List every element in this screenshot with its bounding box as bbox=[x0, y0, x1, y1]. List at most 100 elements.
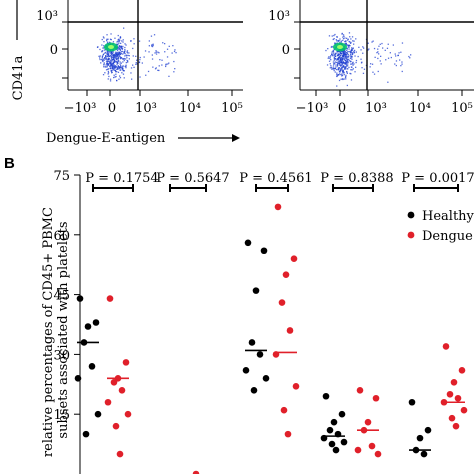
flow-event-dot bbox=[122, 58, 124, 60]
flow-event-dot bbox=[332, 65, 335, 67]
flow-event-dot bbox=[338, 73, 341, 75]
flow-event-dot bbox=[174, 49, 176, 51]
flow-event-dot bbox=[135, 55, 137, 57]
flow-event-dot bbox=[155, 50, 157, 52]
flow-event-dot bbox=[343, 78, 345, 80]
flow-event-dot bbox=[103, 63, 105, 65]
flow-event-dot bbox=[342, 70, 344, 72]
flow-event-dot bbox=[341, 64, 343, 66]
flow-event-dot bbox=[151, 45, 153, 47]
flow-event-dot bbox=[116, 71, 118, 73]
flow-event-dot bbox=[346, 84, 348, 87]
flow-event-dot bbox=[380, 63, 382, 65]
flow-event-dot bbox=[337, 74, 340, 76]
flow-event-dot bbox=[112, 61, 114, 63]
flow-event-dot bbox=[341, 54, 343, 56]
flow-event-dot bbox=[114, 60, 116, 62]
flow-event-dot bbox=[107, 56, 109, 58]
flow-event-dot bbox=[107, 78, 109, 80]
healthy-point bbox=[88, 363, 96, 370]
flow-event-dot bbox=[337, 50, 339, 52]
flow-event-dot bbox=[339, 70, 341, 72]
flow-event-dot bbox=[344, 49, 346, 52]
flow-event-dot bbox=[107, 63, 109, 65]
flow-event-dot bbox=[332, 50, 334, 52]
flow-event-dot bbox=[119, 77, 122, 79]
flow-event-dot bbox=[154, 68, 157, 70]
flow-dot-cloud bbox=[96, 27, 412, 87]
flow-event-dot bbox=[117, 43, 119, 45]
flow-event-dot bbox=[109, 60, 111, 62]
flow-event-dot bbox=[346, 58, 348, 60]
flow-event-dot bbox=[336, 40, 338, 42]
flow-event-dot bbox=[120, 67, 123, 69]
flow-event-dot bbox=[162, 42, 164, 44]
flow-event-dot bbox=[118, 55, 120, 58]
flow-event-dot bbox=[109, 78, 112, 80]
flow-event-dot bbox=[110, 58, 113, 60]
healthy-point bbox=[84, 323, 92, 330]
flow-event-dot bbox=[116, 55, 119, 57]
flow-event-dot bbox=[348, 66, 350, 69]
flow-event-dot bbox=[370, 63, 372, 65]
flow-event-dot bbox=[115, 73, 117, 75]
healthy-point bbox=[322, 392, 330, 400]
flow-event-dot bbox=[148, 45, 150, 47]
flow-event-dot bbox=[113, 61, 115, 63]
flow-event-dot bbox=[351, 58, 353, 60]
flow-event-dot bbox=[130, 40, 132, 42]
flow-event-dot bbox=[106, 40, 108, 42]
flow-event-dot bbox=[107, 68, 109, 70]
flow-event-dot bbox=[346, 52, 348, 54]
flow-event-dot bbox=[345, 51, 347, 54]
flow-event-dot bbox=[338, 55, 341, 58]
flow-event-dot bbox=[106, 63, 108, 65]
y-tick-label: 45 bbox=[53, 289, 70, 304]
flow-event-dot bbox=[150, 35, 153, 37]
flow-event-dot bbox=[328, 60, 331, 62]
flow-event-dot bbox=[341, 50, 343, 53]
flow-event-dot bbox=[350, 73, 352, 75]
flow-left-x-tick-label: 10⁴ bbox=[179, 101, 201, 116]
flow-event-dot bbox=[336, 74, 339, 76]
flow-event-dot bbox=[105, 58, 108, 60]
flow-event-dot bbox=[331, 51, 333, 53]
flow-event-dot bbox=[124, 49, 126, 51]
flow-event-dot bbox=[338, 71, 341, 73]
flow-event-dot bbox=[374, 56, 376, 58]
flow-event-dot bbox=[121, 50, 124, 53]
flow-event-dot bbox=[144, 50, 147, 52]
flow-event-dot bbox=[155, 53, 158, 55]
flow-event-dot bbox=[344, 54, 346, 56]
flow-event-dot bbox=[164, 51, 166, 53]
flow-event-dot bbox=[349, 59, 351, 62]
flow-event-dot bbox=[343, 51, 345, 53]
flow-event-dot bbox=[128, 55, 130, 57]
flow-right-y-tick-label: 0 bbox=[282, 43, 290, 58]
flow-event-dot bbox=[120, 64, 122, 67]
flow-event-dot bbox=[161, 59, 163, 61]
flow-event-dot bbox=[332, 49, 335, 52]
flow-event-dot bbox=[118, 48, 120, 50]
flow-event-dot bbox=[119, 67, 121, 69]
flow-event-dot bbox=[99, 57, 101, 59]
flow-event-dot bbox=[148, 51, 150, 53]
flow-event-dot bbox=[112, 63, 114, 65]
flow-event-dot bbox=[395, 64, 397, 67]
flow-left-x-tick-label: 10⁵ bbox=[221, 101, 243, 116]
flow-event-dot bbox=[119, 36, 122, 38]
flow-event-dot bbox=[353, 43, 355, 45]
flow-event-dot bbox=[104, 52, 106, 54]
flow-event-dot bbox=[345, 42, 347, 45]
flow-event-dot bbox=[152, 44, 154, 47]
flow-left-x-tick-label: 10³ bbox=[135, 101, 157, 116]
flow-event-dot bbox=[344, 52, 346, 54]
flow-event-dot bbox=[395, 60, 398, 62]
flow-event-dot bbox=[335, 52, 337, 54]
flow-event-dot bbox=[104, 58, 107, 60]
healthy-point bbox=[328, 440, 336, 448]
flow-event-dot bbox=[334, 58, 336, 60]
flow-event-dot bbox=[379, 60, 381, 62]
flow-event-dot bbox=[114, 76, 116, 78]
flow-event-dot bbox=[164, 43, 166, 45]
